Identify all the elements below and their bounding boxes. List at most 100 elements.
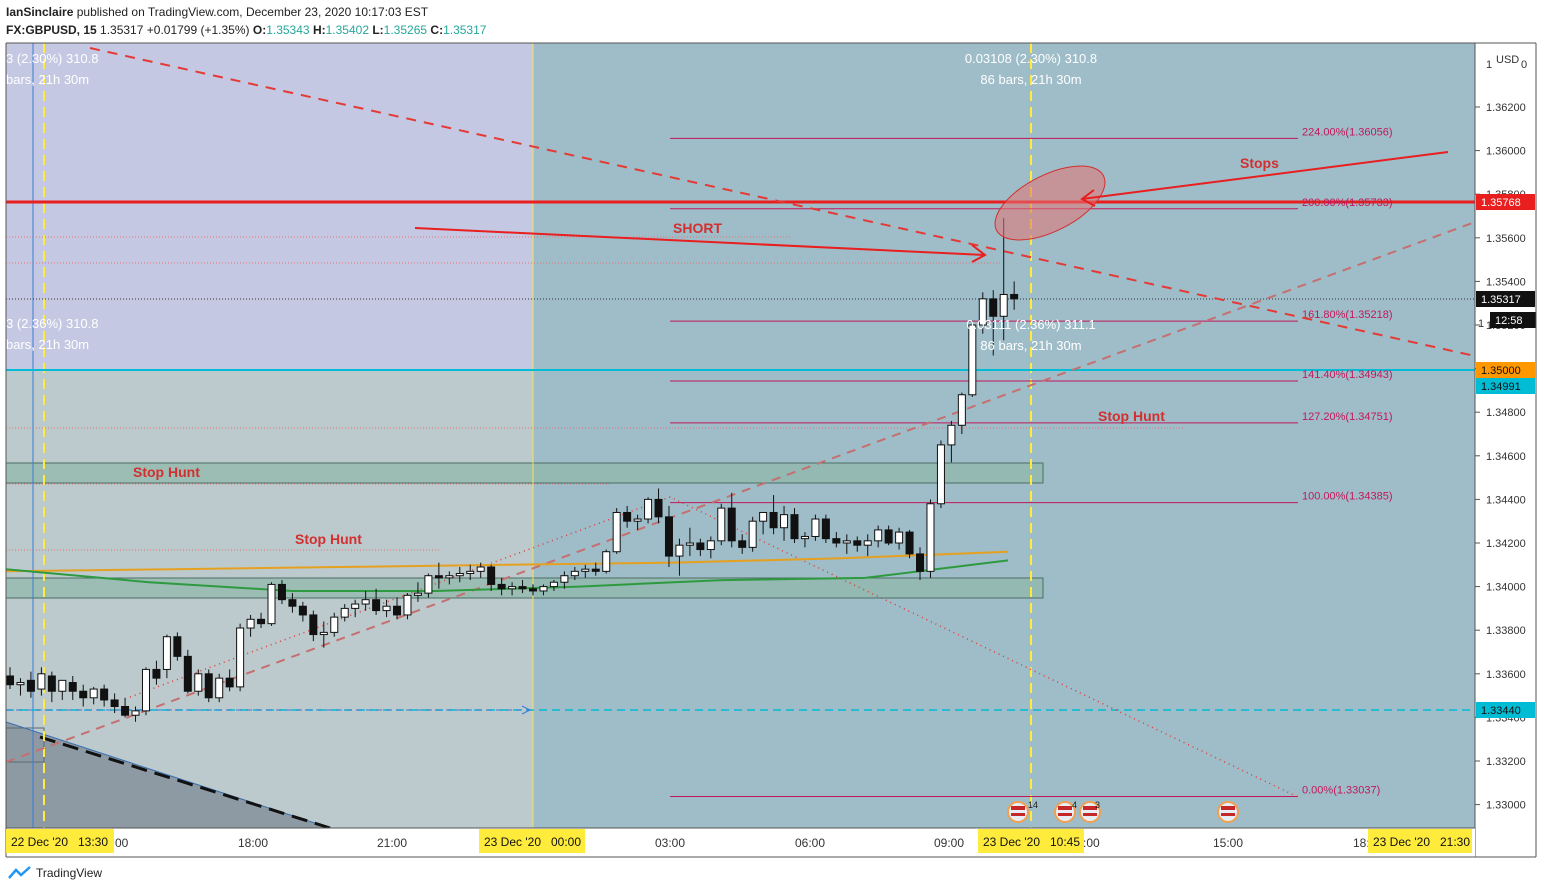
candle[interactable] xyxy=(497,577,506,596)
candle[interactable] xyxy=(936,440,945,509)
candle[interactable] xyxy=(298,601,307,622)
price-axis[interactable] xyxy=(1475,43,1536,857)
publisher-name[interactable]: IanSinclaire xyxy=(6,5,74,19)
candle[interactable] xyxy=(204,669,213,703)
candle[interactable] xyxy=(560,571,569,589)
candle[interactable] xyxy=(1010,281,1019,310)
candle[interactable] xyxy=(372,588,381,615)
green-moving-average[interactable] xyxy=(5,559,1009,592)
candle[interactable] xyxy=(916,547,925,581)
candle[interactable] xyxy=(351,599,360,618)
fibonacci-extension[interactable]: 224.00%(1.36056) 200.00%(1.35733) 161.80%(… xyxy=(670,126,1393,798)
candle[interactable] xyxy=(455,566,464,583)
candle[interactable] xyxy=(800,532,809,548)
brand-name[interactable]: TradingView xyxy=(36,866,103,880)
candle[interactable] xyxy=(434,562,443,589)
candle[interactable] xyxy=(183,649,192,694)
candle[interactable] xyxy=(874,525,883,548)
candle[interactable] xyxy=(769,495,778,535)
candle[interactable] xyxy=(277,580,286,605)
red-dashed-downtrend[interactable] xyxy=(89,47,1476,357)
candle[interactable] xyxy=(361,590,370,611)
candle[interactable] xyxy=(529,584,537,596)
candle[interactable] xyxy=(246,614,255,637)
candle[interactable] xyxy=(37,667,46,696)
candle[interactable] xyxy=(727,492,736,548)
candle[interactable] xyxy=(591,562,600,576)
candle[interactable] xyxy=(717,503,726,546)
candle[interactable] xyxy=(236,623,245,692)
candle[interactable] xyxy=(989,290,998,356)
candle[interactable] xyxy=(759,511,768,535)
candle[interactable] xyxy=(26,671,35,698)
candle[interactable] xyxy=(215,673,224,703)
candle[interactable] xyxy=(644,497,653,524)
candle[interactable] xyxy=(863,534,872,557)
candle[interactable] xyxy=(790,508,799,543)
candle[interactable] xyxy=(978,292,987,334)
candle[interactable] xyxy=(141,667,150,716)
candle[interactable] xyxy=(612,508,621,554)
time-axis[interactable] xyxy=(0,828,1475,857)
candle[interactable] xyxy=(696,538,705,557)
candle[interactable] xyxy=(267,582,276,626)
candle[interactable] xyxy=(581,564,590,578)
short-arrow-line[interactable] xyxy=(414,227,986,256)
candle[interactable] xyxy=(664,505,673,567)
stops-ellipse[interactable] xyxy=(984,151,1116,255)
candle[interactable] xyxy=(121,697,130,718)
candle[interactable] xyxy=(539,584,548,596)
candle[interactable] xyxy=(706,536,715,559)
candle[interactable] xyxy=(225,669,234,692)
candle[interactable] xyxy=(832,532,841,548)
candle[interactable] xyxy=(853,536,862,552)
candle[interactable] xyxy=(738,534,747,554)
candlesticks[interactable] xyxy=(6,218,1019,722)
candle[interactable] xyxy=(257,612,266,629)
stops-arrow-line[interactable] xyxy=(1081,151,1449,200)
orange-moving-average[interactable] xyxy=(5,550,1009,573)
candle[interactable] xyxy=(633,514,642,530)
candle[interactable] xyxy=(152,660,161,685)
candle[interactable] xyxy=(821,514,830,543)
candle[interactable] xyxy=(602,549,611,574)
candle[interactable] xyxy=(288,593,297,613)
candle[interactable] xyxy=(518,580,527,594)
candle[interactable] xyxy=(466,564,475,581)
candle[interactable] xyxy=(926,499,935,578)
candle[interactable] xyxy=(162,634,171,679)
candle[interactable] xyxy=(393,597,402,620)
candle[interactable] xyxy=(895,527,904,550)
candle[interactable] xyxy=(476,562,485,578)
black-dashed-trendline[interactable] xyxy=(39,735,331,830)
candle[interactable] xyxy=(999,218,1008,341)
event-flag-1[interactable]: 14 xyxy=(1007,800,1038,823)
candle[interactable] xyxy=(110,693,119,714)
candle[interactable] xyxy=(884,525,893,546)
candle[interactable] xyxy=(675,538,684,576)
candle[interactable] xyxy=(654,488,663,524)
candle[interactable] xyxy=(685,527,694,557)
candle[interactable] xyxy=(131,706,140,722)
candle[interactable] xyxy=(309,610,318,642)
candle[interactable] xyxy=(403,593,412,620)
candle[interactable] xyxy=(16,678,25,696)
candle[interactable] xyxy=(968,320,977,397)
candle[interactable] xyxy=(319,621,328,648)
candle[interactable] xyxy=(79,684,88,707)
event-flag-4[interactable] xyxy=(1217,801,1239,823)
candle[interactable] xyxy=(842,534,851,554)
candle[interactable] xyxy=(89,686,98,705)
candle[interactable] xyxy=(330,612,339,637)
candle[interactable] xyxy=(445,571,454,585)
candle[interactable] xyxy=(487,564,496,591)
candle[interactable] xyxy=(905,529,914,559)
candle[interactable] xyxy=(947,420,956,463)
candle[interactable] xyxy=(780,505,789,541)
event-flag-2[interactable]: 4 xyxy=(1054,800,1077,823)
candle[interactable] xyxy=(424,573,433,598)
candle[interactable] xyxy=(748,516,757,552)
candle[interactable] xyxy=(570,566,579,581)
symbol-name[interactable]: FX:GBPUSD, 15 xyxy=(6,23,97,37)
candle[interactable] xyxy=(382,599,391,618)
